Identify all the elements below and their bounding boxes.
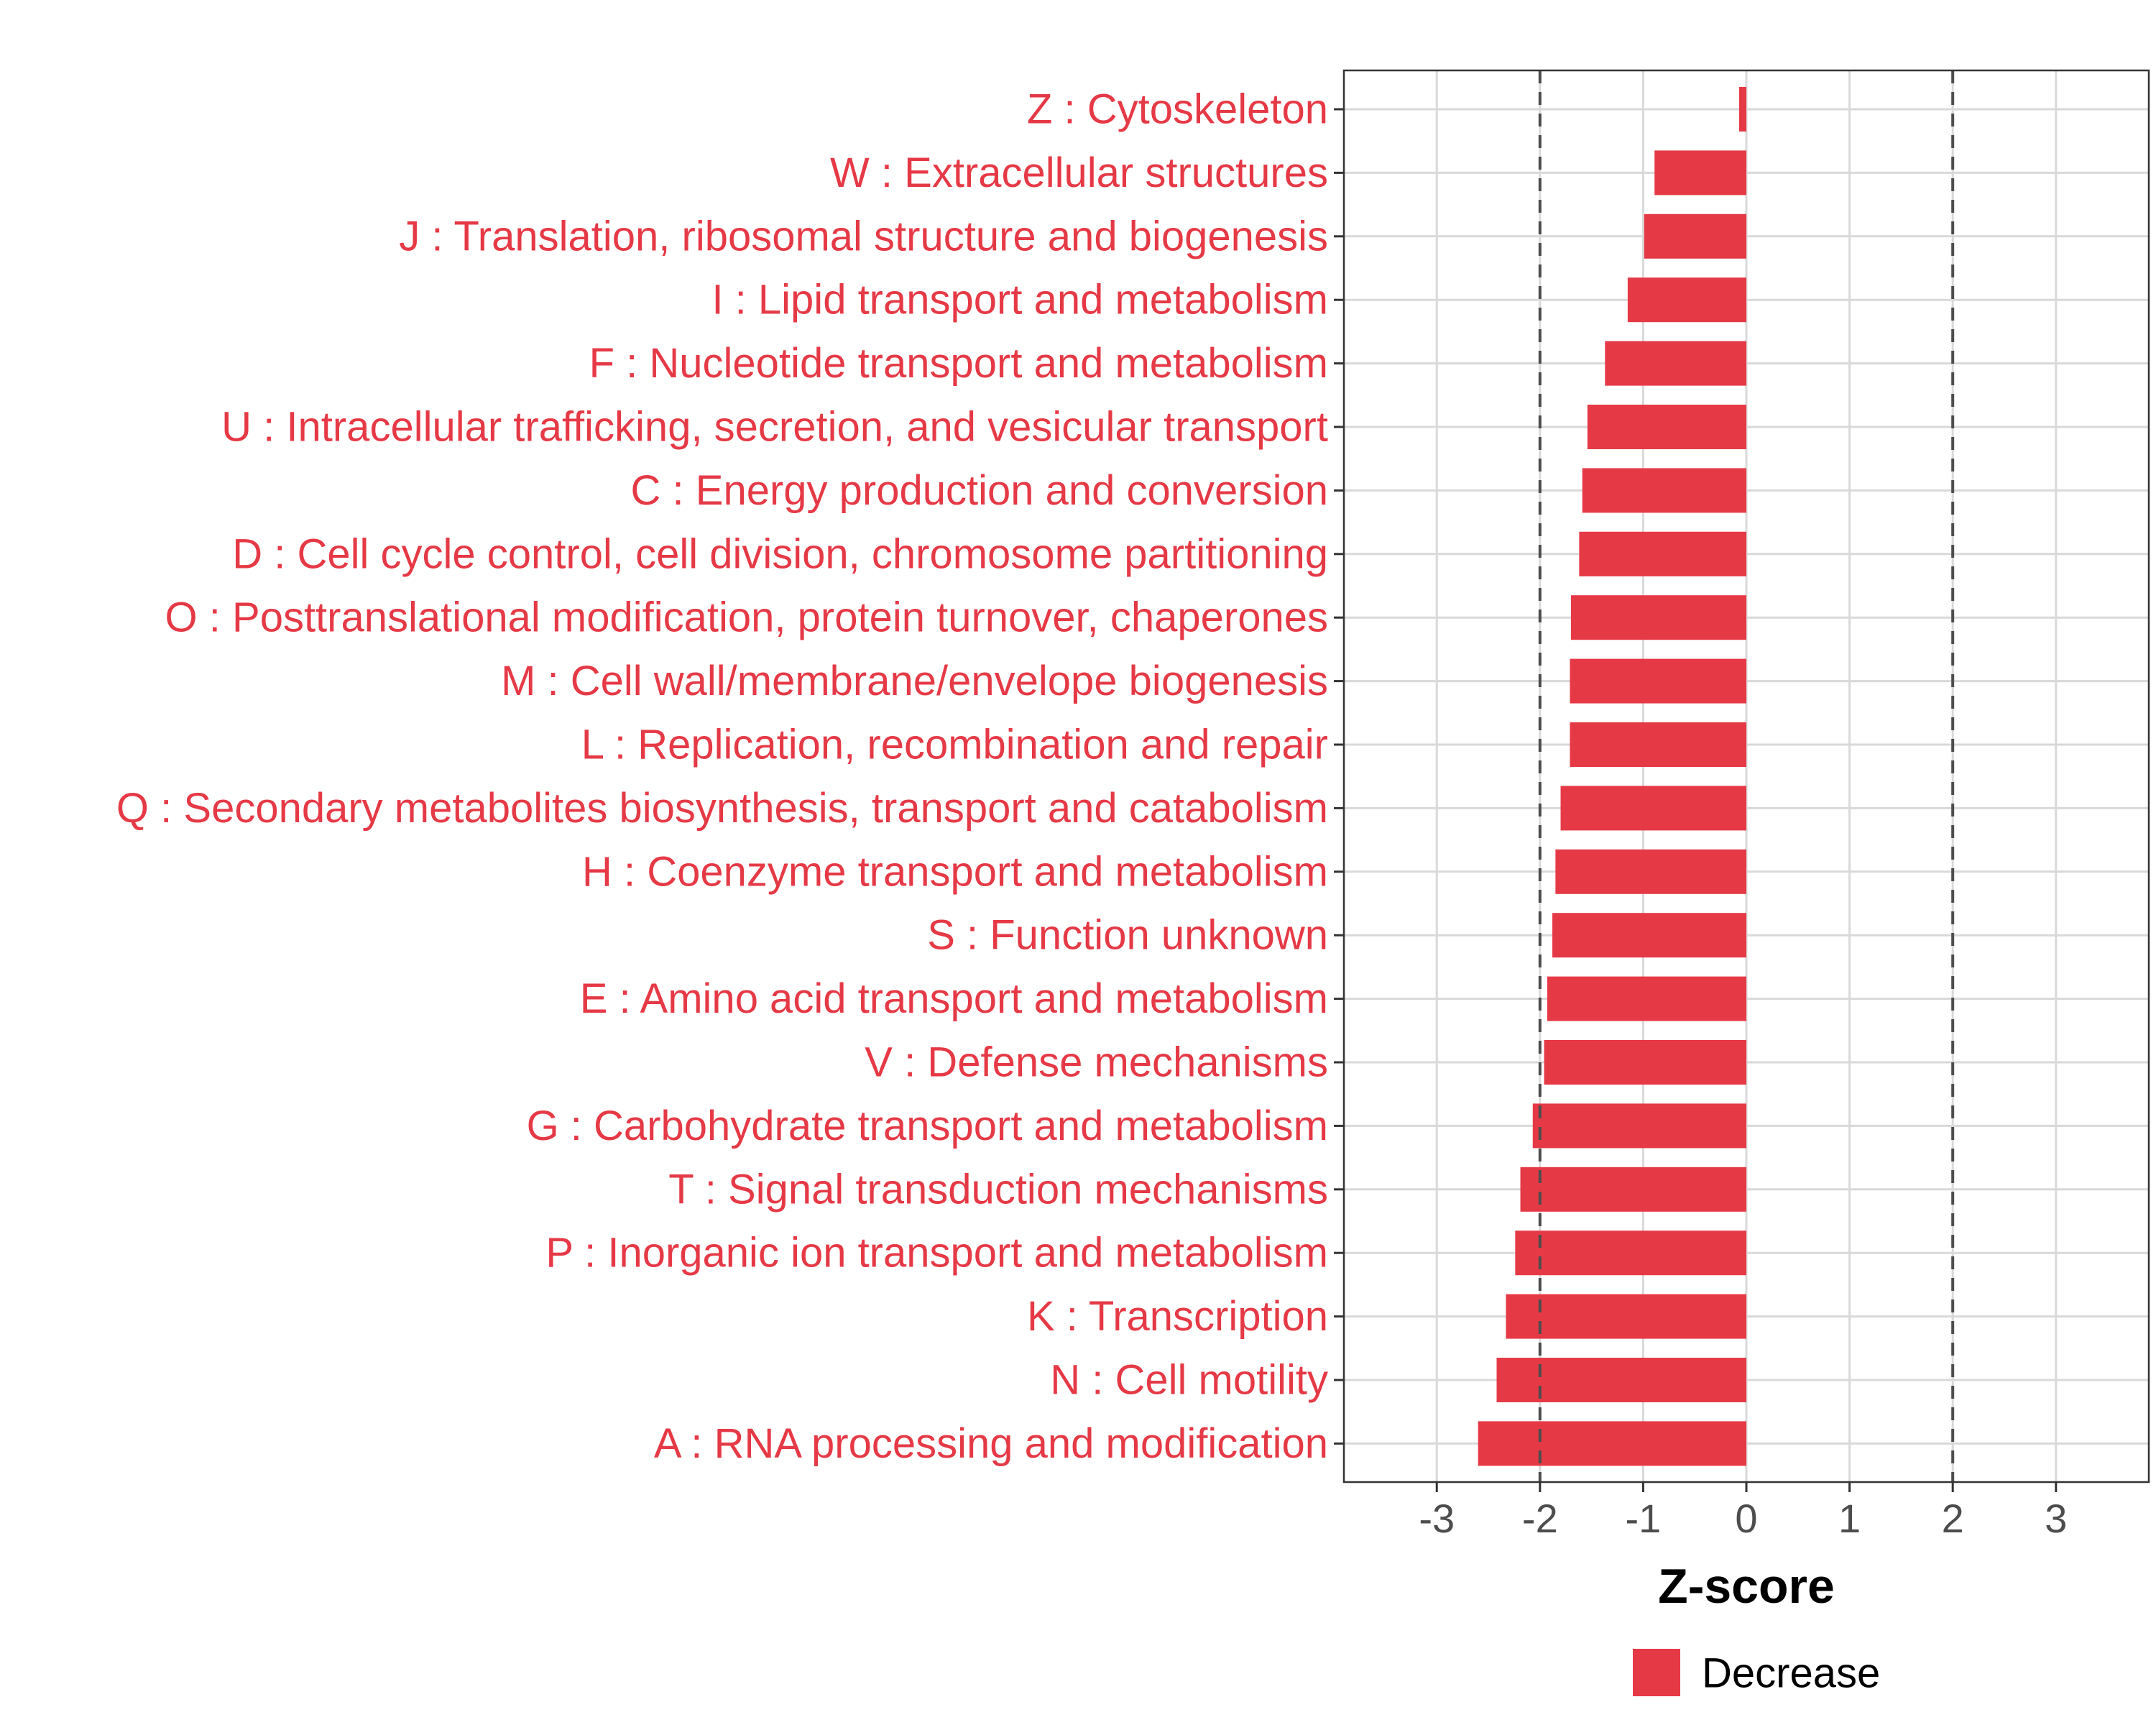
y-axis-ticks	[1334, 108, 1344, 1445]
category-label: H : Coenzyme transport and metabolism	[582, 848, 1328, 895]
bar	[1555, 849, 1746, 894]
category-label: T : Signal transduction mechanisms	[668, 1166, 1328, 1213]
category-label: F : Nucleotide transport and metabolism	[589, 340, 1328, 387]
bar	[1644, 213, 1746, 259]
bar	[1579, 531, 1746, 576]
bar	[1605, 341, 1746, 386]
category-label: J : Translation, ribosomal structure and…	[399, 213, 1328, 259]
bar	[1560, 786, 1746, 831]
x-tick-label: 1	[1838, 1496, 1861, 1541]
bar	[1738, 87, 1746, 132]
bar	[1570, 658, 1746, 704]
x-tick-label: -3	[1419, 1496, 1455, 1541]
category-label: O : Posttranslational modification, prot…	[165, 594, 1328, 641]
bars	[1478, 87, 1746, 1466]
bar	[1496, 1358, 1746, 1402]
bar	[1547, 976, 1746, 1021]
bar	[1544, 1040, 1746, 1085]
x-tick-label: 3	[2045, 1496, 2067, 1541]
category-label: K : Transcription	[1027, 1293, 1328, 1340]
category-label: D : Cell cycle control, cell division, c…	[232, 530, 1328, 577]
category-label: V : Defense mechanisms	[865, 1039, 1328, 1086]
category-labels: Z : Cytoskeleton W : Extracellular struct…	[116, 86, 1328, 1467]
category-label: U : Intracellular trafficking, secretion…	[221, 404, 1328, 451]
category-label: Z : Cytoskeleton	[1027, 86, 1328, 133]
bar	[1587, 405, 1746, 449]
category-label: P : Inorganic ion transport and metaboli…	[545, 1230, 1328, 1276]
reference-lines	[1538, 70, 1955, 1482]
x-tick-label: -2	[1522, 1496, 1558, 1541]
category-label: A : RNA processing and modification	[654, 1420, 1328, 1467]
legend-label: Decrease	[1702, 1650, 1880, 1697]
category-label: C : Energy production and conversion	[631, 467, 1328, 514]
category-label: E : Amino acid transport and metabolism	[580, 975, 1328, 1022]
category-label: G : Carbohydrate transport and metabolis…	[527, 1103, 1328, 1149]
x-tick-label: 0	[1735, 1496, 1757, 1541]
category-label: N : Cell motility	[1050, 1357, 1328, 1404]
category-label: L : Replication, recombination and repai…	[581, 722, 1328, 768]
bar	[1570, 722, 1746, 767]
bar	[1654, 150, 1746, 196]
bar	[1532, 1103, 1746, 1149]
legend-swatch	[1633, 1649, 1680, 1696]
category-label: M : Cell wall/membrane/envelope biogenes…	[501, 658, 1328, 704]
bar	[1570, 595, 1746, 640]
category-label: S : Function unknown	[927, 912, 1328, 959]
category-label: I : Lipid transport and metabolism	[711, 277, 1328, 323]
bar	[1552, 913, 1746, 958]
legend: Decrease	[1633, 1649, 1880, 1697]
x-tick-label: -1	[1626, 1496, 1662, 1541]
bar	[1515, 1230, 1746, 1276]
bar	[1520, 1167, 1746, 1212]
x-axis-title: Z-score	[1658, 1559, 1835, 1614]
x-tick-label: 2	[1942, 1496, 1964, 1541]
category-label: W : Extracellular structures	[830, 150, 1328, 196]
category-label: Q : Secondary metabolites biosynthesis, …	[116, 785, 1328, 832]
x-axis-ticks: -3 -2 -1 0 1 2 3	[1419, 1482, 2067, 1541]
bar	[1478, 1421, 1746, 1466]
bar	[1627, 277, 1746, 323]
bar	[1582, 468, 1746, 513]
bar	[1506, 1294, 1746, 1339]
